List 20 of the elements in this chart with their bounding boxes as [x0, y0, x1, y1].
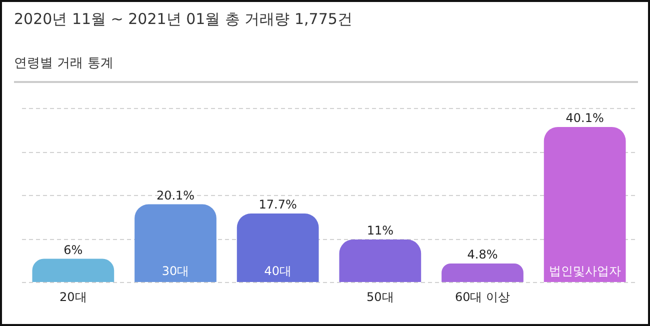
data-label: 4.8% — [467, 248, 498, 262]
bar — [134, 204, 216, 282]
bar — [236, 214, 319, 282]
data-label: 6% — [64, 242, 83, 257]
x-tick-label: 30대 — [162, 264, 190, 278]
x-tick-label: 법인및사업자 — [548, 264, 621, 278]
data-label: 11% — [366, 224, 394, 238]
x-tick-label: 20대 — [60, 290, 87, 304]
bar — [544, 126, 626, 282]
data-label: 40.1% — [566, 111, 604, 126]
data-label: 20.1% — [156, 188, 195, 202]
data-label: 17.7% — [258, 198, 297, 212]
chart-title: 2020년 11월 ~ 2021년 01월 총 거래량 1,775건 — [14, 10, 352, 29]
bar — [32, 258, 114, 282]
chart-subtitle: 연령별 거래 통계 — [14, 55, 114, 72]
bar — [442, 263, 524, 282]
x-tick-label: 40대 — [264, 264, 292, 278]
x-tick-label: 50대 — [366, 290, 394, 304]
bar — [339, 239, 422, 282]
x-tick-label: 60대 이상 — [454, 290, 510, 304]
